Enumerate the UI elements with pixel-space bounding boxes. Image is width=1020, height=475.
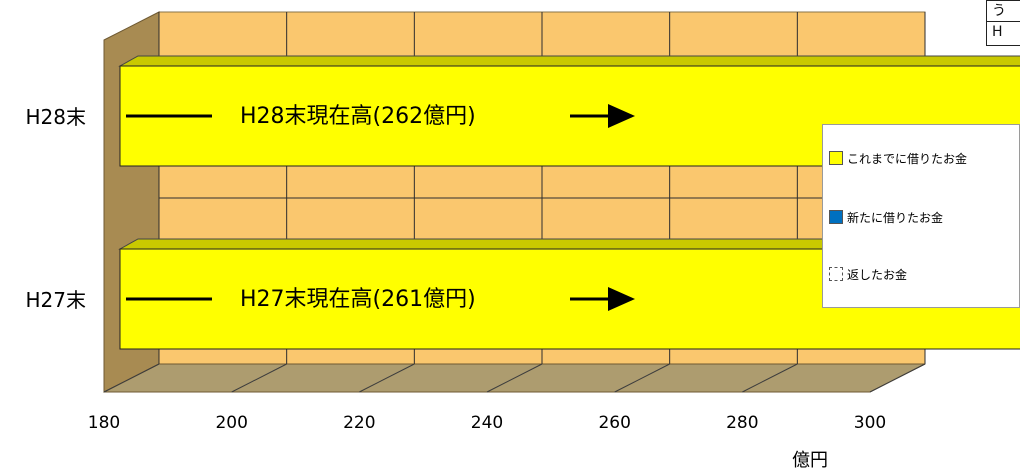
x-axis-label: 億円	[792, 450, 828, 471]
legend-label-repaid: 返したお金	[847, 267, 908, 282]
x-tick-label: 220	[343, 413, 375, 433]
bar-top-face	[118, 238, 1020, 250]
gridline-floor	[359, 363, 415, 393]
category-label: H27末	[26, 288, 87, 312]
legend-label-borrowed-so-far: これまでに借りたお金	[847, 151, 968, 166]
legend-swatch-repaid	[829, 267, 843, 281]
gridline-floor	[742, 363, 798, 393]
legend-item-borrowed-so-far: これまでに借りたお金	[829, 147, 967, 169]
corner-note-line-2: H	[992, 24, 1003, 40]
gridline-floor	[103, 363, 160, 393]
x-tick-label: 200	[215, 413, 247, 433]
chart-legend: これまでに借りたお金 新たに借りたお金 返したお金	[822, 124, 1020, 308]
legend-swatch-newly-borrowed	[829, 210, 843, 224]
legend-swatch-borrowed-so-far	[829, 151, 843, 165]
corner-note: う H	[986, 0, 1020, 46]
gridline-floor	[231, 363, 287, 393]
annotation-text: H28末現在高(262億円)	[240, 104, 476, 129]
x-tick-label: 260	[598, 413, 630, 433]
gridline-floor	[614, 363, 670, 393]
legend-item-newly-borrowed: 新たに借りたお金	[829, 206, 943, 228]
x-tick-label: 280	[726, 413, 758, 433]
bar-top-face	[118, 55, 1020, 67]
corner-note-line-1: う	[987, 1, 1020, 22]
x-tick-label: 180	[88, 413, 120, 433]
legend-item-repaid: 返したお金	[829, 263, 907, 285]
category-label: H28末	[26, 105, 87, 129]
gridline-floor	[869, 363, 926, 393]
legend-label-newly-borrowed: 新たに借りたお金	[847, 210, 944, 225]
gridline-floor	[486, 363, 543, 393]
annotation-text: H27末現在高(261億円)	[240, 287, 476, 312]
x-tick-label: 240	[471, 413, 503, 433]
x-tick-label: 300	[854, 413, 886, 433]
